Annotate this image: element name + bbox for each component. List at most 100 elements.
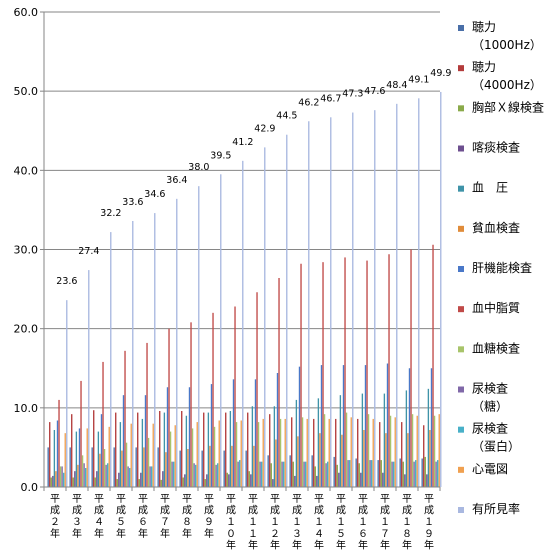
- x-tick-label: 年: [270, 538, 280, 551]
- bar: [140, 472, 142, 487]
- data-label: 36.4: [166, 175, 187, 186]
- legend-sublabel: （蛋白）: [472, 439, 520, 454]
- bar: [410, 249, 412, 487]
- bar: [336, 464, 338, 487]
- x-tick-label: 成: [72, 505, 82, 517]
- legend-entry: 貧血検査: [458, 221, 520, 235]
- bar: [234, 306, 236, 487]
- bar: [369, 460, 371, 487]
- bar: [345, 412, 348, 487]
- legend-entry: 血糖検査: [458, 340, 520, 355]
- data-label: 39.5: [210, 150, 231, 161]
- legend-swatch: [458, 25, 464, 31]
- bar: [72, 477, 74, 487]
- bar: [179, 450, 181, 487]
- x-tick-label: １: [314, 517, 324, 528]
- bar: [284, 418, 286, 487]
- legend-label: 尿検査: [472, 382, 508, 396]
- bar: [386, 363, 389, 487]
- bar: [198, 186, 200, 487]
- x-tick-label: 平: [94, 494, 104, 505]
- bar: [173, 461, 175, 487]
- x-tick-label: １: [424, 517, 434, 528]
- legend-label: 胸部Ｘ線検査: [472, 99, 544, 114]
- bar: [344, 257, 346, 487]
- bar: [77, 464, 79, 487]
- x-tick-label: 年: [380, 538, 390, 551]
- bar: [363, 430, 365, 487]
- bar: [256, 292, 258, 487]
- bar: [91, 447, 93, 487]
- bar: [168, 328, 170, 487]
- x-tick-label: 年: [182, 527, 192, 540]
- legend-sublabel: （4000Hz）: [472, 78, 542, 92]
- x-tick-label: ０: [226, 529, 236, 540]
- x-tick-label: 平: [226, 494, 236, 505]
- x-tick-label: ５: [336, 529, 346, 540]
- data-label: 32.2: [100, 208, 121, 219]
- bar: [389, 415, 392, 487]
- bar: [404, 474, 406, 487]
- x-tick-label: 年: [358, 538, 368, 551]
- bar: [99, 453, 101, 487]
- legend-swatch: [458, 225, 464, 232]
- y-tick-label: 10.0: [14, 402, 39, 415]
- y-tick-label: 30.0: [14, 244, 39, 257]
- data-label: 47.3: [342, 89, 363, 100]
- x-tick-label: 成: [314, 505, 324, 517]
- bar: [146, 342, 148, 487]
- data-label: 44.5: [276, 111, 297, 122]
- y-tick-label: 40.0: [14, 164, 39, 177]
- bar: [160, 479, 162, 487]
- bar: [367, 414, 370, 487]
- x-tick-label: 年: [204, 527, 214, 540]
- legend-label: 聴力: [472, 20, 496, 34]
- data-label: 46.2: [298, 97, 319, 108]
- bar: [437, 460, 439, 487]
- bar: [105, 464, 107, 487]
- bar: [47, 447, 49, 487]
- x-tick-label: ６: [358, 529, 368, 540]
- bar: [210, 384, 213, 487]
- bar: [273, 406, 276, 487]
- bar: [204, 479, 206, 487]
- bar: [245, 450, 247, 487]
- x-tick-label: 成: [270, 505, 280, 517]
- bar: [294, 475, 296, 487]
- bar: [151, 466, 153, 487]
- bar: [438, 414, 440, 487]
- bar: [207, 412, 210, 487]
- data-label: 42.9: [254, 123, 275, 134]
- x-tick-label: 年: [138, 527, 148, 540]
- bar: [401, 422, 403, 487]
- bar: [130, 423, 132, 487]
- bar: [423, 425, 425, 487]
- bar: [283, 461, 285, 487]
- bar: [215, 464, 217, 487]
- data-labels: 23.6 27.4 32.233.634.636.438.039.541.242.9…: [56, 68, 451, 287]
- x-tick-label: 平: [336, 494, 346, 505]
- bars: [47, 91, 442, 488]
- bar: [269, 414, 271, 487]
- bar: [276, 373, 279, 487]
- x-tick-label: 平: [292, 494, 302, 505]
- bar: [231, 445, 233, 487]
- bar: [426, 474, 428, 487]
- legend-sublabel: （糖）: [472, 399, 508, 414]
- bar: [311, 455, 313, 487]
- x-tick-label: ５: [116, 517, 126, 528]
- x-tick-label: 平: [248, 494, 258, 505]
- x-tick-label: 成: [138, 505, 148, 517]
- x-tick-label: １: [292, 517, 302, 528]
- x-tick-label: １: [358, 517, 368, 528]
- legend-label: 血中脂質: [472, 300, 520, 315]
- bar: [281, 461, 283, 487]
- bar: [380, 460, 382, 487]
- bar: [292, 461, 294, 487]
- bar: [132, 221, 134, 487]
- bar: [247, 412, 249, 487]
- bar: [108, 426, 110, 487]
- bar: [289, 455, 291, 487]
- x-tick-label: 成: [116, 505, 126, 517]
- bar: [338, 472, 340, 487]
